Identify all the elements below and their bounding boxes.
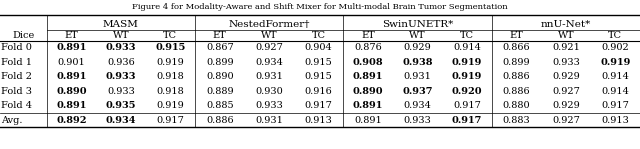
Text: 0.891: 0.891 bbox=[354, 115, 382, 125]
Text: 0.890: 0.890 bbox=[56, 87, 87, 96]
Text: nnU-Net*: nnU-Net* bbox=[541, 20, 591, 29]
Text: 0.913: 0.913 bbox=[305, 115, 333, 125]
Text: 0.891: 0.891 bbox=[353, 101, 383, 110]
Text: 0.890: 0.890 bbox=[353, 87, 383, 96]
Text: 0.927: 0.927 bbox=[255, 43, 283, 52]
Text: Avg.: Avg. bbox=[1, 115, 23, 125]
Text: 0.927: 0.927 bbox=[552, 115, 580, 125]
Text: 0.929: 0.929 bbox=[552, 72, 580, 81]
Text: Fold 3: Fold 3 bbox=[1, 87, 32, 96]
Text: 0.867: 0.867 bbox=[206, 43, 234, 52]
Text: TC: TC bbox=[460, 31, 474, 39]
Text: WT: WT bbox=[557, 31, 574, 39]
Text: 0.931: 0.931 bbox=[255, 115, 283, 125]
Text: Figure 4 for Modality-Aware and Shift Mixer for Multi-modal Brain Tumor Segmenta: Figure 4 for Modality-Aware and Shift Mi… bbox=[132, 3, 508, 11]
Text: 0.889: 0.889 bbox=[206, 87, 234, 96]
Text: 0.885: 0.885 bbox=[206, 101, 234, 110]
Text: Dice: Dice bbox=[12, 31, 35, 39]
Text: 0.920: 0.920 bbox=[452, 87, 483, 96]
Text: 0.914: 0.914 bbox=[602, 72, 629, 81]
Text: 0.934: 0.934 bbox=[255, 58, 283, 67]
Text: 0.899: 0.899 bbox=[206, 58, 234, 67]
Text: 0.938: 0.938 bbox=[403, 58, 433, 67]
Text: 0.933: 0.933 bbox=[552, 58, 580, 67]
Text: 0.891: 0.891 bbox=[56, 101, 86, 110]
Text: 0.933: 0.933 bbox=[404, 115, 431, 125]
Text: 0.892: 0.892 bbox=[56, 115, 86, 125]
Text: Fold 4: Fold 4 bbox=[1, 101, 32, 110]
Text: 0.886: 0.886 bbox=[502, 87, 530, 96]
Text: 0.908: 0.908 bbox=[353, 58, 383, 67]
Text: 0.921: 0.921 bbox=[552, 43, 580, 52]
Text: 0.919: 0.919 bbox=[452, 58, 482, 67]
Text: 0.915: 0.915 bbox=[305, 58, 333, 67]
Text: 0.929: 0.929 bbox=[552, 101, 580, 110]
Text: 0.931: 0.931 bbox=[404, 72, 431, 81]
Text: 0.904: 0.904 bbox=[305, 43, 333, 52]
Text: Fold 2: Fold 2 bbox=[1, 72, 32, 81]
Text: 0.876: 0.876 bbox=[354, 43, 382, 52]
Text: 0.931: 0.931 bbox=[255, 72, 283, 81]
Text: 0.880: 0.880 bbox=[502, 101, 530, 110]
Text: 0.933: 0.933 bbox=[107, 87, 135, 96]
Text: Fold 1: Fold 1 bbox=[1, 58, 32, 67]
Text: 0.886: 0.886 bbox=[502, 72, 530, 81]
Text: 0.918: 0.918 bbox=[156, 72, 184, 81]
Text: 0.891: 0.891 bbox=[56, 43, 86, 52]
Text: 0.899: 0.899 bbox=[502, 58, 530, 67]
Text: ET: ET bbox=[65, 31, 78, 39]
Text: 0.914: 0.914 bbox=[453, 43, 481, 52]
Text: 0.933: 0.933 bbox=[255, 101, 283, 110]
Text: 0.916: 0.916 bbox=[305, 87, 333, 96]
Text: 0.917: 0.917 bbox=[452, 115, 482, 125]
Text: TC: TC bbox=[163, 31, 177, 39]
Text: 0.935: 0.935 bbox=[106, 101, 136, 110]
Text: 0.901: 0.901 bbox=[58, 58, 85, 67]
Text: 0.927: 0.927 bbox=[552, 87, 580, 96]
Text: 0.934: 0.934 bbox=[106, 115, 136, 125]
Text: WT: WT bbox=[261, 31, 278, 39]
Text: 0.915: 0.915 bbox=[155, 43, 186, 52]
Text: NestedFormer†: NestedFormer† bbox=[228, 20, 310, 29]
Text: 0.934: 0.934 bbox=[404, 101, 431, 110]
Text: ET: ET bbox=[361, 31, 375, 39]
Text: 0.915: 0.915 bbox=[305, 72, 333, 81]
Text: 0.891: 0.891 bbox=[56, 72, 86, 81]
Text: 0.933: 0.933 bbox=[106, 72, 136, 81]
Text: 0.886: 0.886 bbox=[206, 115, 234, 125]
Text: 0.918: 0.918 bbox=[156, 87, 184, 96]
Text: 0.913: 0.913 bbox=[602, 115, 629, 125]
Text: 0.902: 0.902 bbox=[602, 43, 629, 52]
Text: 0.890: 0.890 bbox=[206, 72, 234, 81]
Text: Fold 0: Fold 0 bbox=[1, 43, 32, 52]
Text: 0.891: 0.891 bbox=[353, 72, 383, 81]
Text: 0.917: 0.917 bbox=[305, 101, 333, 110]
Text: 0.866: 0.866 bbox=[502, 43, 530, 52]
Text: MASM: MASM bbox=[103, 20, 139, 29]
Text: 0.914: 0.914 bbox=[602, 87, 629, 96]
Text: 0.937: 0.937 bbox=[403, 87, 433, 96]
Text: 0.919: 0.919 bbox=[156, 58, 184, 67]
Text: ET: ET bbox=[213, 31, 227, 39]
Text: 0.917: 0.917 bbox=[156, 115, 184, 125]
Text: SwinUNETR*: SwinUNETR* bbox=[382, 20, 453, 29]
Text: WT: WT bbox=[409, 31, 426, 39]
Text: 0.930: 0.930 bbox=[255, 87, 283, 96]
Text: 0.919: 0.919 bbox=[600, 58, 630, 67]
Text: WT: WT bbox=[113, 31, 129, 39]
Text: 0.936: 0.936 bbox=[107, 58, 135, 67]
Text: 0.933: 0.933 bbox=[106, 43, 136, 52]
Text: 0.919: 0.919 bbox=[156, 101, 184, 110]
Text: 0.919: 0.919 bbox=[452, 72, 482, 81]
Text: 0.929: 0.929 bbox=[404, 43, 431, 52]
Text: ET: ET bbox=[509, 31, 524, 39]
Text: TC: TC bbox=[608, 31, 622, 39]
Text: 0.917: 0.917 bbox=[453, 101, 481, 110]
Text: 0.917: 0.917 bbox=[602, 101, 629, 110]
Text: TC: TC bbox=[312, 31, 326, 39]
Text: 0.883: 0.883 bbox=[502, 115, 531, 125]
